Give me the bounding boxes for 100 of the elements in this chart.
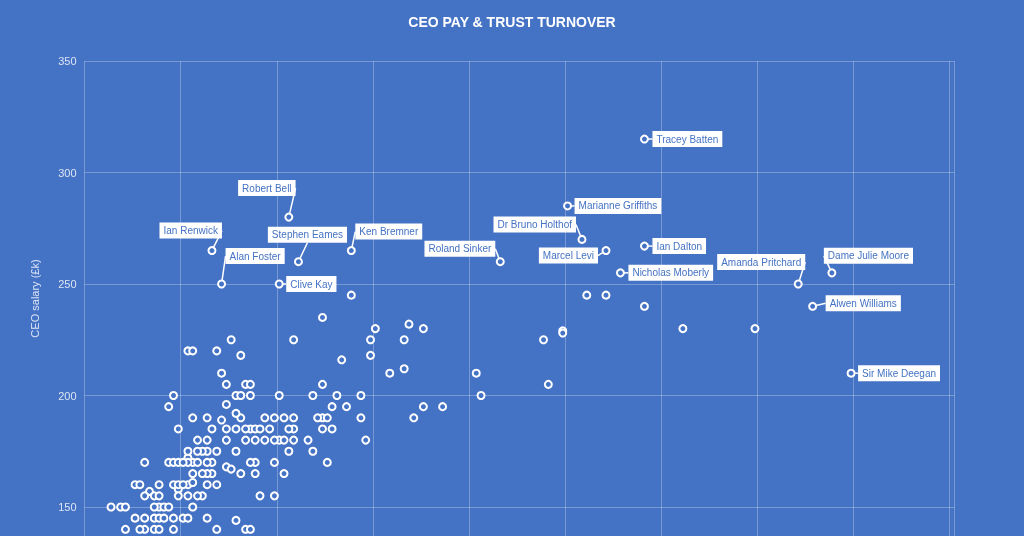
point <box>169 513 178 523</box>
point <box>226 464 236 474</box>
point <box>154 524 164 534</box>
point <box>366 350 376 360</box>
point <box>639 241 649 251</box>
point <box>202 480 212 490</box>
point <box>212 446 222 456</box>
point <box>173 491 183 501</box>
point <box>212 524 222 534</box>
point <box>308 446 318 456</box>
point <box>149 502 159 512</box>
point <box>250 435 260 445</box>
y-tick-label: 250 <box>58 278 77 290</box>
data-label: Alan Foster <box>229 250 282 262</box>
point <box>202 513 212 523</box>
point <box>346 290 356 300</box>
point <box>140 513 150 523</box>
point <box>356 413 366 423</box>
point <box>260 435 270 445</box>
point <box>279 469 289 479</box>
data-label: Ian Renwick <box>163 225 219 237</box>
point <box>221 399 231 409</box>
y-tick-label: 150 <box>58 501 77 514</box>
point <box>269 491 279 501</box>
point <box>217 415 227 425</box>
point <box>221 424 231 434</box>
point <box>188 477 198 487</box>
point <box>399 364 409 374</box>
point <box>245 524 255 534</box>
data-label: Sir Mike Deegan <box>862 367 936 379</box>
point <box>173 424 183 434</box>
point <box>159 513 169 523</box>
data-label: Stephen Eames <box>271 229 344 241</box>
point <box>169 391 178 401</box>
point <box>327 424 337 434</box>
data-label: Roland Sinker <box>428 243 492 255</box>
point <box>269 435 279 445</box>
data-label: Nicholas Moberly <box>632 267 710 279</box>
point <box>245 391 255 401</box>
point <box>284 424 294 434</box>
point <box>188 502 198 512</box>
point <box>207 424 217 434</box>
chart-title: CEO PAY & TRUST TURNOVER <box>408 14 616 30</box>
data-label: Marcel Levi <box>542 250 595 262</box>
point <box>140 491 150 501</box>
point <box>289 435 299 445</box>
point <box>317 424 327 434</box>
point <box>183 491 193 501</box>
point <box>202 435 212 445</box>
point <box>236 469 246 479</box>
point <box>639 301 649 311</box>
data-label: Marianne Griffiths <box>578 200 658 212</box>
point <box>120 524 130 534</box>
data-label: Clive Kay <box>290 278 333 290</box>
point <box>241 424 251 434</box>
point <box>193 457 203 467</box>
point <box>193 491 203 501</box>
y-tick-label: 350 <box>58 55 77 67</box>
data-label: Tracey Batten <box>656 133 719 145</box>
point <box>231 424 241 434</box>
point <box>130 513 140 523</box>
point <box>241 435 251 445</box>
point <box>250 469 260 479</box>
point <box>212 480 222 490</box>
point <box>255 491 265 501</box>
point <box>231 408 241 418</box>
point <box>231 446 241 456</box>
point <box>231 515 241 525</box>
point <box>217 368 227 378</box>
point <box>178 480 188 490</box>
data-label: Amanda Pritchard <box>721 256 802 268</box>
point <box>245 457 255 467</box>
point <box>289 413 299 423</box>
point <box>601 290 611 300</box>
data-label: Dr Bruno Holthof <box>497 218 573 230</box>
data-label: Ian Dalton <box>656 240 703 252</box>
point <box>322 457 332 467</box>
point <box>193 446 203 456</box>
point <box>188 413 198 423</box>
point <box>135 524 145 534</box>
point <box>202 457 212 467</box>
point <box>197 469 207 479</box>
y-tick-label: 300 <box>58 166 77 179</box>
point <box>183 513 193 523</box>
point <box>183 446 193 456</box>
point <box>221 435 231 445</box>
y-tick-label: 200 <box>58 389 77 402</box>
point <box>169 524 178 534</box>
point <box>164 402 174 412</box>
point <box>317 379 327 389</box>
point <box>279 435 289 445</box>
data-label: Robert Bell <box>242 182 292 194</box>
y-axis-title: CEO salary (£k) <box>29 259 42 338</box>
data-label: Ken Bremner <box>359 226 419 238</box>
point <box>269 457 279 467</box>
point <box>274 391 284 401</box>
point <box>188 469 198 479</box>
data-label: Alwen Williams <box>829 297 897 309</box>
point <box>418 402 428 412</box>
data-label: Dame Julie Moore <box>827 250 910 262</box>
